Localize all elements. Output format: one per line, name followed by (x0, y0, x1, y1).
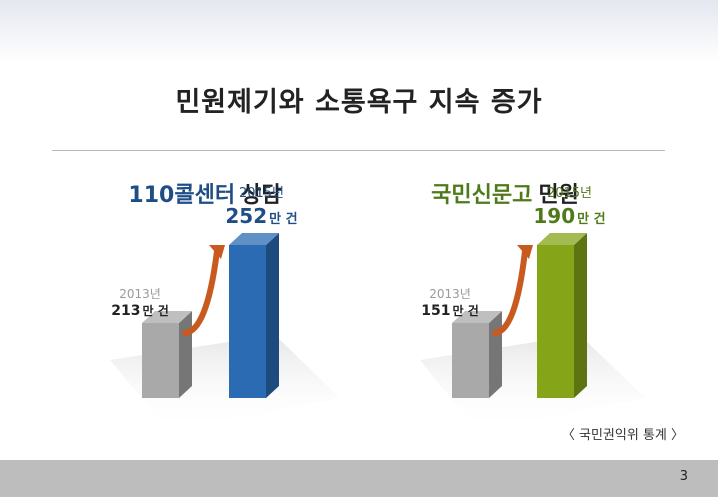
value-number: 252 (225, 204, 267, 228)
bar-2015년: 2015년 190 만 건 (533, 186, 606, 398)
bar-side (489, 311, 502, 398)
chart-title-suffix: 민원 (538, 183, 578, 208)
value-unit: 만 건 (577, 211, 605, 227)
bar-2013년: 2013년 213 만 건 (111, 287, 192, 398)
chart-title-main: 110콜센터 (128, 183, 235, 208)
growth-arrow (182, 248, 220, 336)
chart-title: 110콜센터 상담 (128, 183, 281, 208)
source-note: 〈 국민권익위 통계 〉 (561, 428, 684, 443)
value-label: 252 만 건 (225, 204, 297, 228)
year-label: 2013년 (119, 287, 161, 301)
bar-front (142, 323, 179, 398)
chart-title-main: 국민신문고 (431, 183, 532, 208)
growth-arrowhead (517, 245, 533, 259)
bar-side (266, 233, 279, 398)
value-number: 151 (421, 303, 450, 319)
bar-top (229, 233, 279, 245)
bar-top (537, 233, 587, 245)
year-label: 2013년 (429, 287, 471, 301)
bar-2013년: 2013년 151 만 건 (421, 287, 502, 398)
bar-front (537, 245, 574, 398)
year-label: 2015년 (547, 186, 592, 201)
chart-title: 국민신문고 민원 (431, 183, 579, 208)
bar-top (452, 311, 502, 323)
bar-front (452, 323, 489, 398)
header-gradient (0, 0, 718, 62)
value-label: 190 만 건 (533, 204, 605, 228)
footer-bar: 3 (0, 460, 718, 497)
growth-arrow (492, 248, 528, 336)
value-label: 151 만 건 (421, 303, 479, 319)
chart-title-suffix: 상담 (241, 183, 281, 208)
bar-side (574, 233, 587, 398)
growth-arrowhead (209, 245, 225, 259)
page-title: 민원제기와 소통욕구 지속 증가 (175, 87, 543, 118)
bar-front (229, 245, 266, 398)
value-number: 213 (111, 303, 140, 319)
bar-side (179, 311, 192, 398)
value-unit: 만 건 (452, 303, 478, 318)
value-number: 190 (533, 204, 575, 228)
value-unit: 만 건 (269, 211, 297, 227)
value-unit: 만 건 (142, 303, 168, 318)
bar-top (142, 311, 192, 323)
value-label: 213 만 건 (111, 303, 169, 319)
bar-2015년: 2015년 252 만 건 (225, 186, 298, 398)
year-label: 2015년 (239, 186, 284, 201)
page-number: 3 (679, 469, 688, 484)
title-divider (52, 150, 665, 151)
